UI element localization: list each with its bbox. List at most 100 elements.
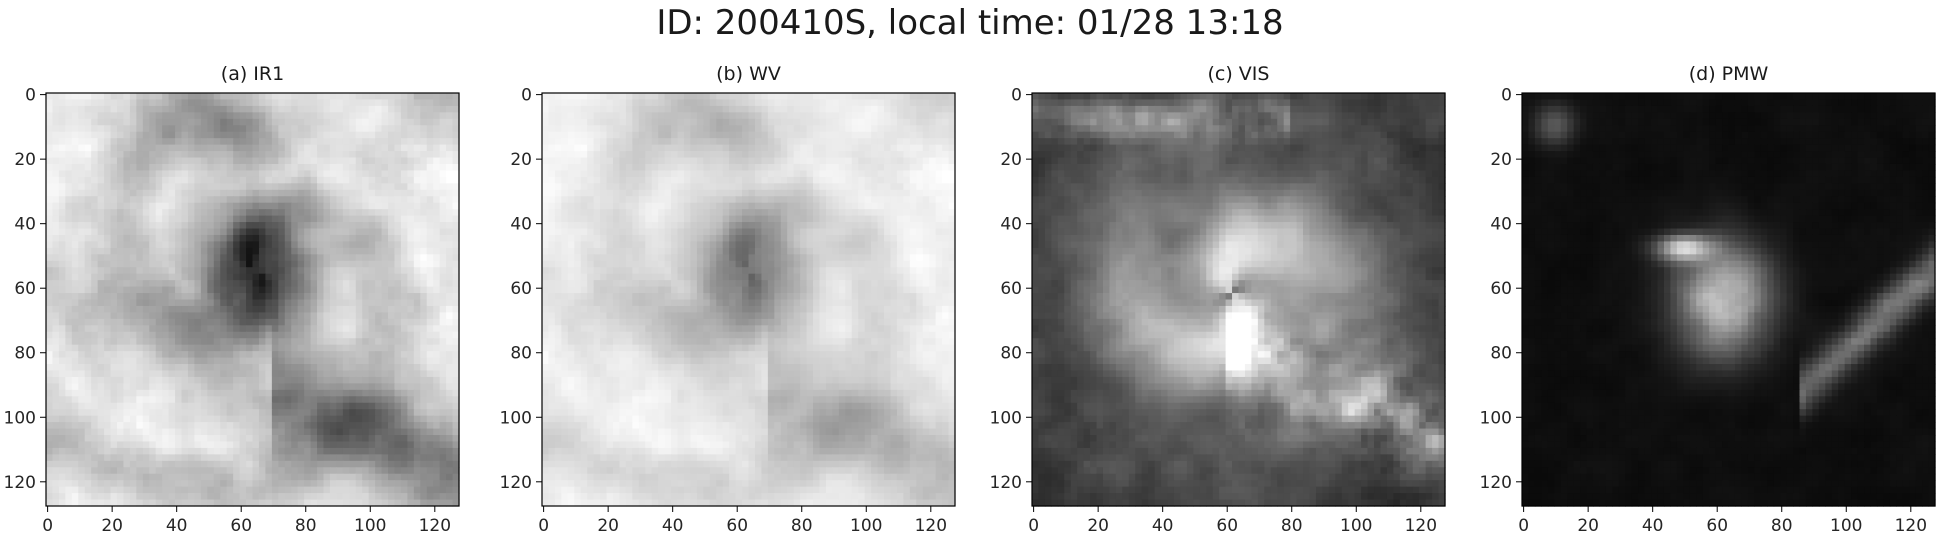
heatmap-cell	[123, 454, 131, 462]
heatmap-cell	[574, 144, 582, 152]
heatmap-cell	[97, 176, 105, 184]
heatmap-cell	[200, 209, 208, 217]
heatmap-cell	[851, 118, 859, 126]
heatmap-cell	[284, 435, 292, 443]
heatmap-cell	[297, 170, 305, 178]
heatmap-cell	[426, 338, 434, 346]
heatmap-cell	[342, 428, 350, 436]
heatmap-cell	[271, 183, 279, 191]
heatmap-cell	[155, 144, 163, 152]
heatmap-cell	[606, 151, 614, 159]
heatmap-cell	[651, 99, 659, 107]
heatmap-cell	[78, 286, 86, 294]
heatmap-cell	[91, 447, 99, 455]
heatmap-cell	[310, 467, 318, 475]
heatmap-cell	[619, 176, 627, 184]
heatmap-cell	[187, 299, 196, 307]
heatmap-cell	[787, 99, 795, 107]
heatmap-cell	[104, 415, 112, 423]
heatmap-cell	[593, 131, 601, 139]
heatmap-cell	[46, 183, 54, 191]
heatmap-cell	[703, 138, 711, 146]
heatmap-cell	[258, 480, 266, 488]
heatmap-cell	[175, 396, 183, 404]
heatmap-cell	[284, 409, 292, 417]
heatmap-cell	[336, 493, 344, 501]
heatmap-cell	[407, 312, 415, 320]
heatmap-cell	[297, 389, 305, 397]
heatmap-cell	[433, 338, 441, 346]
heatmap-cell	[317, 189, 325, 197]
heatmap-cell	[155, 293, 163, 301]
heatmap-cell	[58, 499, 66, 507]
heatmap-cell	[142, 163, 150, 172]
heatmap-cell	[278, 441, 286, 449]
heatmap-cell	[903, 144, 911, 152]
heatmap-cell	[58, 299, 66, 307]
heatmap-cell	[65, 267, 73, 275]
heatmap-cell	[871, 131, 879, 139]
heatmap-cell	[722, 112, 730, 120]
heatmap-cell	[65, 357, 73, 365]
heatmap-cell	[310, 364, 318, 372]
heatmap-cell	[703, 131, 711, 139]
heatmap-cell	[246, 467, 254, 475]
heatmap-cell	[696, 157, 704, 165]
heatmap-cell	[709, 157, 717, 165]
heatmap-cell	[446, 435, 454, 443]
heatmap-cell	[368, 254, 376, 262]
heatmap-cell	[845, 144, 853, 152]
heatmap-cell	[407, 280, 415, 288]
heatmap-cell	[149, 280, 157, 288]
heatmap-cell	[426, 473, 434, 481]
heatmap-cell	[638, 105, 646, 113]
heatmap-cell	[65, 493, 73, 501]
heatmap-cell	[52, 428, 60, 436]
heatmap-cell	[903, 93, 911, 101]
x-tick-label: 80	[295, 516, 317, 534]
heatmap-cell	[709, 118, 717, 126]
heatmap-cell	[291, 273, 299, 281]
heatmap-cell	[116, 138, 125, 146]
heatmap-cell	[78, 299, 86, 307]
heatmap-cell	[149, 286, 157, 294]
heatmap-cell	[265, 196, 273, 204]
heatmap-cell	[884, 163, 892, 172]
heatmap-cell	[149, 312, 157, 320]
heatmap-cell	[304, 428, 312, 436]
heatmap-cell	[916, 170, 924, 178]
heatmap-cell	[375, 396, 383, 404]
heatmap-cell	[304, 467, 312, 475]
heatmap-cell	[838, 118, 846, 126]
heatmap-cell	[200, 144, 208, 152]
heatmap-cell	[368, 364, 376, 372]
heatmap-cell	[207, 493, 215, 501]
heatmap-cell	[336, 331, 344, 339]
heatmap-cell	[446, 125, 454, 133]
heatmap-cell	[420, 105, 428, 113]
heatmap-cell	[446, 312, 454, 320]
heatmap-cell	[104, 215, 112, 223]
heatmap-cell	[46, 383, 54, 391]
heatmap-cell	[220, 376, 228, 384]
heatmap-cell	[800, 151, 808, 159]
heatmap-cell	[187, 473, 196, 481]
heatmap-cell	[310, 112, 318, 120]
heatmap-cell	[258, 435, 266, 443]
heatmap-cell	[187, 499, 196, 507]
heatmap-cell	[349, 447, 357, 455]
heatmap-cell	[136, 176, 144, 184]
heatmap-cell	[91, 151, 99, 159]
heatmap-cell	[375, 163, 383, 172]
heatmap-cell	[929, 144, 937, 152]
heatmap-cell	[142, 344, 150, 352]
heatmap-cell	[52, 228, 60, 236]
heatmap-cell	[265, 267, 273, 275]
heatmap-cell	[142, 486, 150, 494]
heatmap-cell	[149, 441, 157, 449]
heatmap-cell	[278, 241, 286, 249]
heatmap-cell	[213, 93, 221, 101]
heatmap-cell	[265, 189, 273, 197]
heatmap-cell	[123, 254, 131, 262]
heatmap-cell	[239, 486, 247, 494]
